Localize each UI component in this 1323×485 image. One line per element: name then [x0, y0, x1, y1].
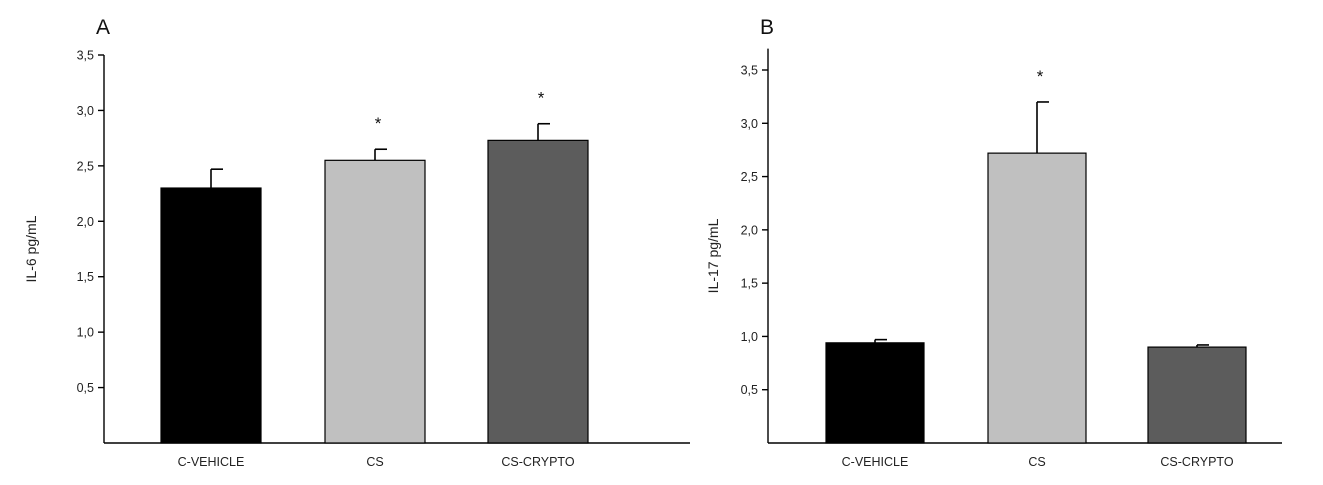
panel-a: A IL-6 pg/mL 0,5 1,0 1,5 2,0 2,5 3,0 3,5 C-VEHICL…	[23, 16, 690, 469]
panel-a-y-tick-label: 2,0	[77, 215, 94, 229]
panel-a-y-tick-label: 2,5	[77, 159, 94, 173]
panel-b-y-tick-label: 3,0	[741, 117, 758, 131]
panel-a-y-tick-label: 1,0	[77, 326, 94, 340]
panel-a-y-tick-label: 0,5	[77, 381, 94, 395]
panel-b-category-label: CS	[1028, 455, 1045, 469]
panel-b-bar-cs-crypto	[1147, 346, 1247, 444]
panel-b-y-tick-label: 1,0	[741, 330, 758, 344]
panel-b-y-axis-title: IL-17 pg/mL	[705, 218, 721, 293]
panel-b-bar-cs	[987, 152, 1087, 444]
panel-b-category-label: CS-CRYPTO	[1160, 455, 1233, 469]
panel-a-bar-c-vehicle	[160, 187, 262, 444]
panel-b: B IL-17 pg/mL 0,5 1,0 1,5 2,0 2,5 3,0 3,5 C-VEHIC…	[705, 16, 1282, 469]
panel-a-bar-cs-crypto	[487, 139, 589, 444]
panel-a-significance-mark: *	[538, 89, 545, 108]
panel-a-significance-mark: *	[375, 114, 382, 133]
panel-a-bar-cs	[324, 159, 426, 444]
panel-b-significance-mark: *	[1037, 67, 1044, 86]
panel-b-y-tick-label: 2,0	[741, 223, 758, 237]
panel-a-y-tick-label: 3,0	[77, 104, 94, 118]
panel-b-category-label: C-VEHICLE	[842, 455, 909, 469]
panel-b-y-tick-label: 0,5	[741, 383, 758, 397]
panel-b-y-tick-label: 1,5	[741, 277, 758, 291]
panel-a-category-label: CS	[366, 455, 383, 469]
panel-a-letter: A	[96, 16, 110, 39]
panel-a-category-label: CS-CRYPTO	[501, 455, 574, 469]
panel-b-letter: B	[760, 16, 774, 39]
panel-a-category-label: C-VEHICLE	[178, 455, 245, 469]
panel-b-y-tick-label: 3,5	[741, 64, 758, 78]
panel-a-y-axis-title: IL-6 pg/mL	[23, 215, 39, 282]
panel-a-y-tick-label: 1,5	[77, 270, 94, 284]
panel-a-y-tick-label: 3,5	[77, 49, 94, 63]
panel-b-y-tick-label: 2,5	[741, 170, 758, 184]
panel-b-bar-c-vehicle	[825, 342, 925, 444]
